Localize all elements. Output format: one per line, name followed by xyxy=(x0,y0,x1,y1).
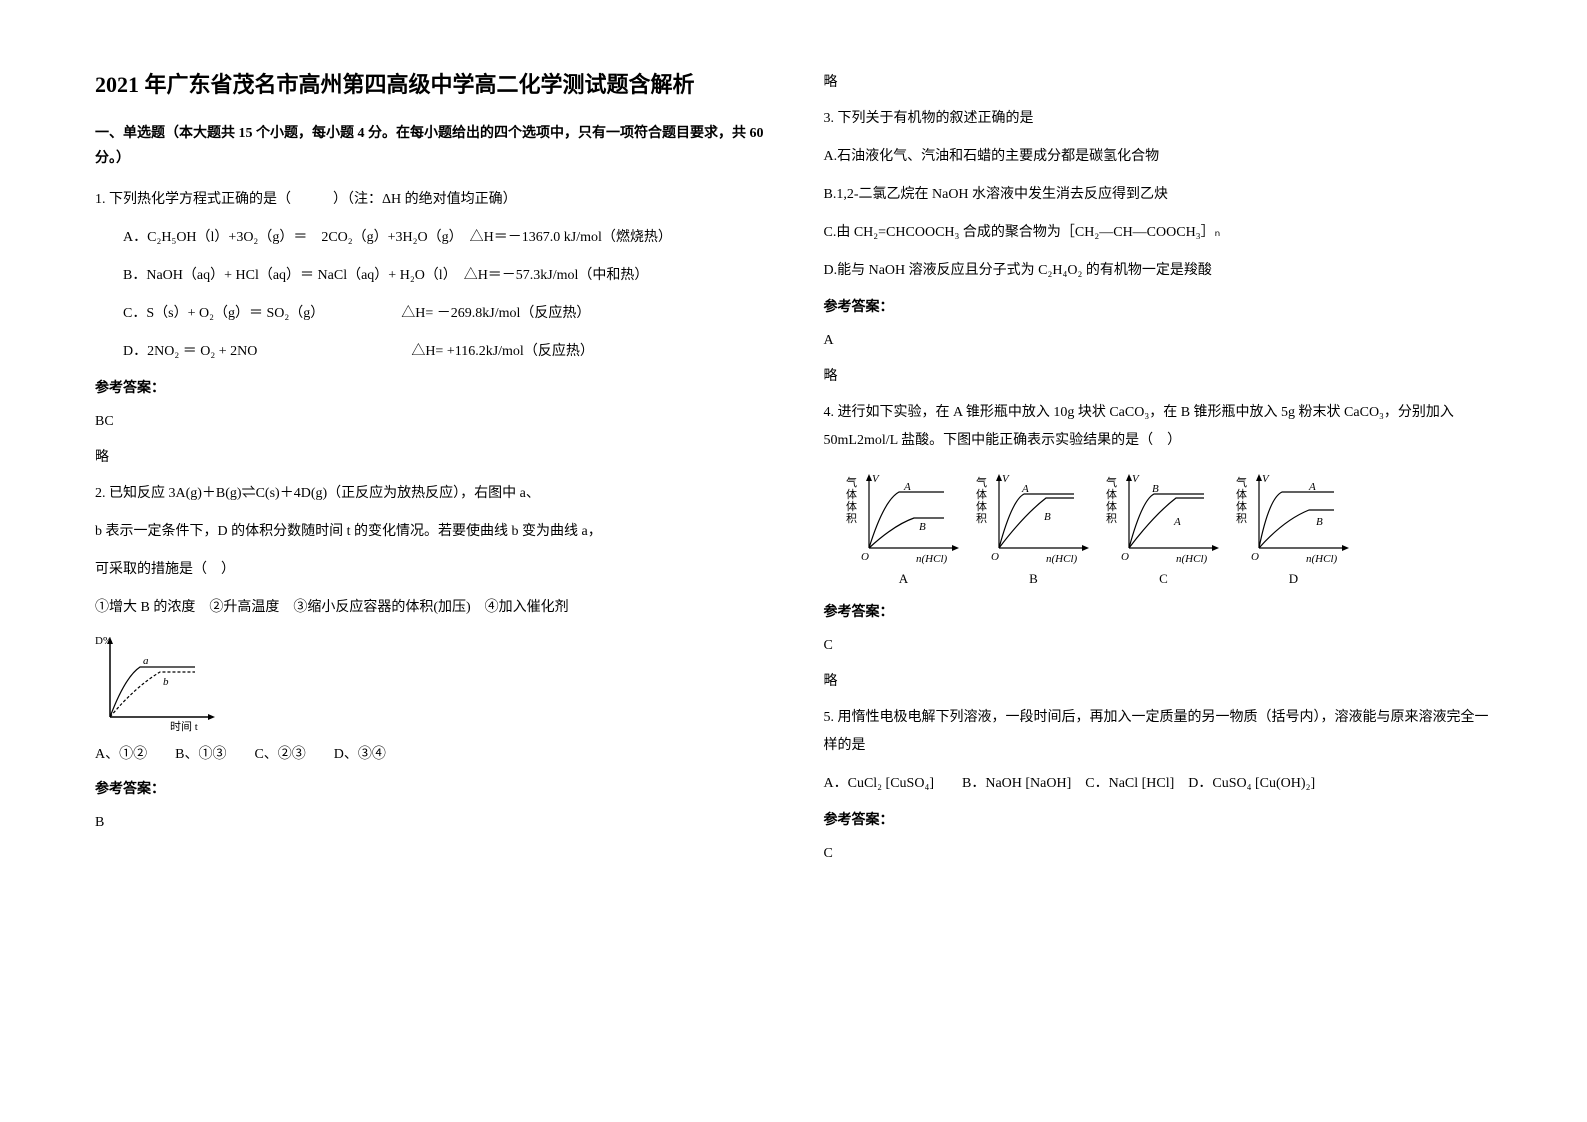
svg-text:体: 体 xyxy=(1106,487,1117,501)
q2-ylabel: D% xyxy=(95,635,112,647)
question-1: 1. 下列热化学方程式正确的是（ ）（注：ΔH 的绝对值均正确） xyxy=(95,186,764,214)
q2-stem-4: ①增大 B 的浓度 ②升高温度 ③缩小反应容器的体积(加压) ④加入催化剂 xyxy=(95,594,764,622)
svg-text:体: 体 xyxy=(846,487,857,501)
q3-stem: 3. 下列关于有机物的叙述正确的是 xyxy=(824,105,1493,133)
svg-text:体: 体 xyxy=(1236,499,1247,513)
svg-text:气: 气 xyxy=(1106,475,1117,489)
q4-chart-c: 气 体 体 积 V B A O n(HCl) C xyxy=(1104,470,1224,590)
svg-text:B: B xyxy=(1044,511,1051,523)
q4-chart-d: 气 体 体 积 V A B O n(HCl) D xyxy=(1234,470,1354,590)
q1-opt-a: A．C₂H₅OH（l）+3O₂（g）＝ 2CO₂（g）+3H₂O（g） △H＝－… xyxy=(123,224,764,252)
q2-stem-1: 2. 已知反应 3A(g)＋B(g)⇌C(s)＋4D(g)（正反应为放热反应），… xyxy=(95,480,764,508)
svg-text:V: V xyxy=(872,473,880,485)
q5-stem: 5. 用惰性电极电解下列溶液，一段时间后，再加入一定质量的另一物质（括号内），溶… xyxy=(824,704,1493,760)
q4-answer: C xyxy=(824,633,1493,658)
q5-options: A．CuCl₂ [CuSO₄] B．NaOH [NaOH] C．NaCl [HC… xyxy=(824,770,1493,798)
svg-text:n(HCl): n(HCl) xyxy=(1046,553,1078,565)
svg-text:V: V xyxy=(1002,473,1010,485)
svg-text:n(HCl): n(HCl) xyxy=(916,553,948,565)
delta-h-symbol: ΔH xyxy=(382,192,401,207)
q1-opt-c: C．S（s）+ O₂（g）＝ SO₂（g） △H= －269.8kJ/mol（反… xyxy=(123,300,764,328)
svg-text:V: V xyxy=(1132,473,1140,485)
left-column: 2021 年广东省茂名市高州第四高级中学高二化学测试题含解析 一、单选题（本大题… xyxy=(95,70,764,876)
svg-text:积: 积 xyxy=(1236,512,1247,525)
chart-ylabel: 气 xyxy=(846,475,857,489)
q2-answer: B xyxy=(95,810,764,835)
chart-d-label: D xyxy=(1234,567,1354,590)
svg-text:O: O xyxy=(991,551,999,563)
q3-opt-c: C.由 CH₂=CHCOOCH₃ 合成的聚合物为［CH₂―CH―COOCH₃］ₙ xyxy=(824,219,1493,247)
q4-chart-a: 气 体 体 积 V A B O n(HCl) A xyxy=(844,470,964,590)
q3-answer-label: 参考答案： xyxy=(824,295,1493,320)
svg-text:体: 体 xyxy=(846,499,857,513)
svg-text:积: 积 xyxy=(976,512,987,525)
q3-opt-c-pre: C.由 CH₂=CHCOOCH₃ 合成的聚合物为 xyxy=(824,225,1061,240)
svg-text:体: 体 xyxy=(976,487,987,501)
svg-text:气: 气 xyxy=(1236,475,1247,489)
svg-text:气: 气 xyxy=(976,475,987,489)
chart-a-label: A xyxy=(844,567,964,590)
q1-note: 略 xyxy=(95,445,764,470)
q2-stem-3: 可采取的措施是（ ） xyxy=(95,556,764,584)
svg-text:体: 体 xyxy=(976,499,987,513)
svg-text:O: O xyxy=(1121,551,1129,563)
svg-text:B: B xyxy=(919,521,926,533)
svg-text:O: O xyxy=(1251,551,1259,563)
exam-page: 2021 年广东省茂名市高州第四高级中学高二化学测试题含解析 一、单选题（本大题… xyxy=(95,70,1492,876)
svg-text:积: 积 xyxy=(846,512,857,525)
q2-xlabel: 时间 t xyxy=(170,720,198,732)
q5-answer-label: 参考答案： xyxy=(824,808,1493,833)
col2-note: 略 xyxy=(824,70,1493,95)
svg-text:n(HCl): n(HCl) xyxy=(1176,553,1208,565)
svg-text:积: 积 xyxy=(1106,512,1117,525)
q4-answer-label: 参考答案： xyxy=(824,600,1493,625)
q1-options: A．C₂H₅OH（l）+3O₂（g）＝ 2CO₂（g）+3H₂O（g） △H＝－… xyxy=(95,224,764,366)
q4-note: 略 xyxy=(824,669,1493,694)
q3-opt-c-poly: ［CH₂―CH―COOCH₃］ₙ xyxy=(1061,225,1220,240)
svg-text:V: V xyxy=(1262,473,1270,485)
svg-text:A: A xyxy=(1173,516,1181,528)
q2-curve-b: b xyxy=(163,676,169,688)
q2-graph: D% a b 时间 t xyxy=(95,632,764,732)
q3-answer: A xyxy=(824,328,1493,353)
q2-options: A、①② B、①③ C、②③ D、③④ xyxy=(95,742,764,767)
q4-charts: 气 体 体 积 V A B O n(HCl) A xyxy=(844,470,1493,590)
svg-text:B: B xyxy=(1152,483,1159,495)
q1-stem: 1. 下列热化学方程式正确的是（ ）（注： xyxy=(95,192,382,207)
section-1-header: 一、单选题（本大题共 15 个小题，每小题 4 分。在每小题给出的四个选项中，只… xyxy=(95,121,764,171)
svg-text:B: B xyxy=(1316,516,1323,528)
q1-answer-label: 参考答案： xyxy=(95,376,764,401)
chart-c-label: C xyxy=(1104,567,1224,590)
svg-text:体: 体 xyxy=(1106,499,1117,513)
svg-text:A: A xyxy=(1021,483,1029,495)
svg-text:A: A xyxy=(1308,481,1316,493)
q3-opt-a: A.石油液化气、汽油和石蜡的主要成分都是碳氢化合物 xyxy=(824,143,1493,171)
q4-stem: 4. 进行如下实验，在 A 锥形瓶中放入 10g 块状 CaCO₃，在 B 锥形… xyxy=(824,399,1493,455)
svg-text:体: 体 xyxy=(1236,487,1247,501)
q1-stem-note: 的绝对值均正确） xyxy=(401,192,517,207)
svg-text:O: O xyxy=(861,551,869,563)
q1-opt-b: B．NaOH（aq）+ HCl（aq）＝ NaCl（aq）+ H₂O（l） △H… xyxy=(123,262,764,290)
q2-graph-svg: D% a b 时间 t xyxy=(95,632,225,732)
right-column: 略 3. 下列关于有机物的叙述正确的是 A.石油液化气、汽油和石蜡的主要成分都是… xyxy=(824,70,1493,876)
q3-opt-b: B.1,2-二氯乙烷在 NaOH 水溶液中发生消去反应得到乙炔 xyxy=(824,181,1493,209)
q1-answer: BC xyxy=(95,409,764,434)
q2-curve-a: a xyxy=(143,655,149,667)
q2-stem-2: b 表示一定条件下，D 的体积分数随时间 t 的变化情况。若要使曲线 b 变为曲… xyxy=(95,518,764,546)
q2-answer-label: 参考答案： xyxy=(95,777,764,802)
svg-text:n(HCl): n(HCl) xyxy=(1306,553,1338,565)
svg-text:A: A xyxy=(903,481,911,493)
q3-note: 略 xyxy=(824,364,1493,389)
q4-chart-b: 气 体 体 积 V A B O n(HCl) B xyxy=(974,470,1094,590)
chart-b-label: B xyxy=(974,567,1094,590)
q5-answer: C xyxy=(824,841,1493,866)
q1-opt-d: D．2NO₂ ＝ O₂ + 2NO △H= +116.2kJ/mol（反应热） xyxy=(123,338,764,366)
exam-title: 2021 年广东省茂名市高州第四高级中学高二化学测试题含解析 xyxy=(95,70,764,101)
q3-opt-d: D.能与 NaOH 溶液反应且分子式为 C₂H₄O₂ 的有机物一定是羧酸 xyxy=(824,257,1493,285)
